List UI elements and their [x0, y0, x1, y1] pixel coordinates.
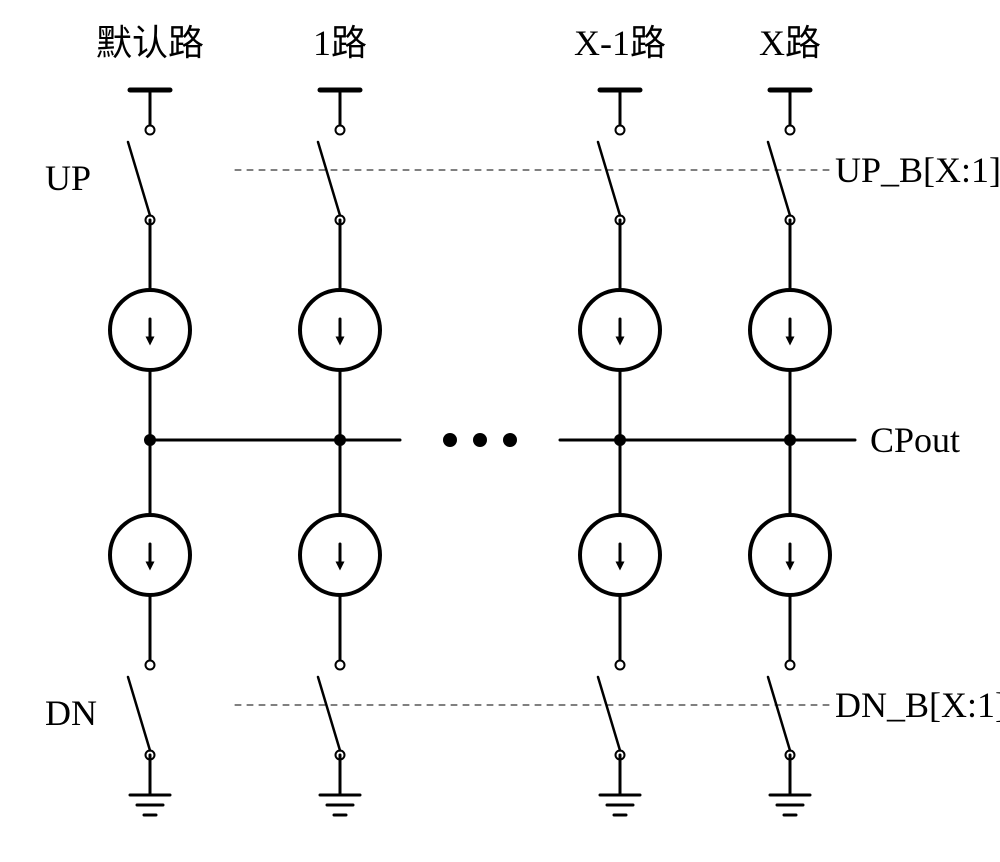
column-header: X路: [759, 23, 821, 63]
column-header: 默认路: [96, 23, 204, 63]
column-header: X-1路: [574, 23, 666, 63]
circuit-diagram: 默认路 1路 X-1路 X路 UP DN UP_B[X:1] DN_B[X:1] CPout: [0, 0, 1000, 862]
label-UP: UP: [45, 158, 91, 198]
column-header: 1路: [313, 23, 367, 63]
label-DN-B: DN_B[X:1]: [835, 685, 1000, 725]
label-DN: DN: [45, 693, 97, 733]
label-CPout: CPout: [870, 420, 960, 460]
label-UP-B: UP_B[X:1]: [835, 150, 1000, 190]
